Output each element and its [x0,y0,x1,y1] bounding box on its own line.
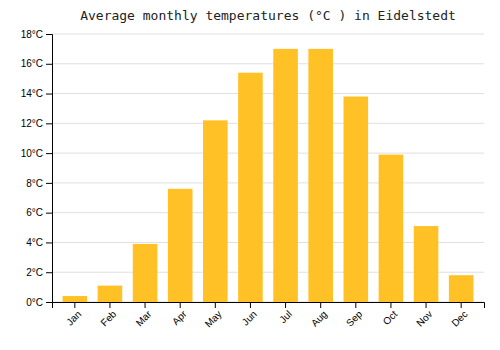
y-tick: 6°C [26,207,52,218]
y-tick-mark [46,302,52,303]
bar [344,97,369,302]
y-tick: 4°C [26,237,52,248]
y-tick-label: 14°C [21,88,43,99]
bar [238,73,263,302]
bar [203,120,228,302]
bar [449,275,474,302]
y-tick-mark [46,94,52,95]
y-tick: 16°C [21,58,52,69]
y-tick: 2°C [26,267,52,278]
bar [63,296,88,302]
bar [379,155,404,302]
bars [63,49,474,302]
x-axis: Jan Feb Mar Apr May Jun Jul Aug Sep Oct Nov Dec [53,302,485,330]
bar [414,226,439,302]
y-tick: 12°C [21,118,52,129]
bar [133,244,158,302]
x-tick-mark [285,302,286,308]
grid-line [52,93,484,94]
x-tick-mark [215,302,216,308]
x-tick: Oct [381,302,400,327]
bar [273,49,298,302]
chart: 0°C 2°C 4°C 6°C 8°C 10°C 12°C 14°C 16°C 18°C Jan Fe… [0,0,500,350]
x-tick: Sep [344,302,365,329]
grid-line [52,63,484,64]
title: Average monthly temperatures (°C ) in Ei… [80,8,456,23]
x-tick-label: Sep [344,308,365,329]
y-tick-label: 10°C [21,148,43,159]
y-axis-line [46,35,53,303]
bar [168,189,193,302]
y-tick-label: 18°C [21,29,43,40]
x-tick-label: Jan [64,308,83,327]
x-tick-mark [355,302,356,308]
x-tick: Nov [414,302,434,329]
y-tick-label: 0°C [26,297,43,308]
y-tick-mark [46,242,52,243]
x-tick: Jan [64,302,83,328]
y-tick-mark [46,183,52,184]
x-tick-mark [180,302,181,308]
y-tick-label: 2°C [26,267,43,278]
x-tick-label: Apr [170,308,189,327]
bar [308,49,333,302]
x-tick-label: Feb [98,308,118,328]
x-tick-mark [320,302,321,308]
x-tick: Jul [277,302,294,325]
y-tick-mark [46,64,52,65]
x-tick-mark [390,302,391,308]
x-tick-label: Nov [414,308,434,328]
grid [52,34,484,302]
y-tick-mark [46,213,52,214]
y-tick: 10°C [21,148,52,159]
y-tick: 0°C [26,297,52,308]
y-tick-mark [46,123,52,124]
y-tick-label: 16°C [21,58,43,69]
x-tick-label: Jun [240,308,259,327]
x-tick-label: Oct [381,308,400,327]
x-tick-label: May [203,308,224,329]
y-tick-mark [46,153,52,154]
y-tick-mark [46,272,52,273]
x-tick: May [203,302,224,330]
y-axis: 0°C 2°C 4°C 6°C 8°C 10°C 12°C 14°C 16°C 18°C [21,29,53,308]
grid-line [52,153,484,154]
y-tick: 8°C [26,178,52,189]
x-tick: Mar [134,302,154,328]
y-tick-mark [46,34,52,35]
x-tick-mark [74,302,75,308]
x-tick: Dec [449,302,469,329]
y-tick-label: 6°C [26,207,43,218]
x-tick-mark [145,302,146,308]
x-tick: Feb [98,302,118,328]
x-tick-label: Dec [449,308,469,328]
x-tick-label: Mar [134,308,154,328]
grid-line [52,182,484,183]
x-tick: Jun [240,302,259,328]
y-tick: 18°C [21,29,52,40]
plot-area: 0°C 2°C 4°C 6°C 8°C 10°C 12°C 14°C 16°C 18°C Jan Fe… [21,29,485,330]
y-tick: 14°C [21,88,52,99]
x-tick-mark [109,302,110,308]
y-tick-label: 12°C [21,118,43,129]
grid-line [52,34,484,35]
x-axis-line [53,303,485,309]
x-tick: Apr [170,302,189,327]
grid-line [52,123,484,124]
x-tick-mark [426,302,427,308]
x-tick-label: Aug [309,308,329,328]
x-tick-mark [461,302,462,308]
y-tick-label: 4°C [26,237,43,248]
x-tick-mark [250,302,251,308]
bar [98,286,123,302]
grid-line [52,212,484,213]
y-tick-label: 8°C [26,178,43,189]
x-tick-label: Jul [277,308,294,325]
x-tick: Aug [309,302,329,329]
